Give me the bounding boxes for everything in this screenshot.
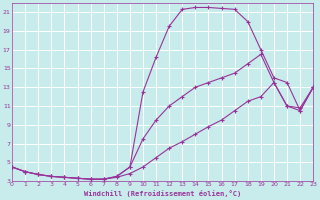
X-axis label: Windchill (Refroidissement éolien,°C): Windchill (Refroidissement éolien,°C): [84, 190, 241, 197]
